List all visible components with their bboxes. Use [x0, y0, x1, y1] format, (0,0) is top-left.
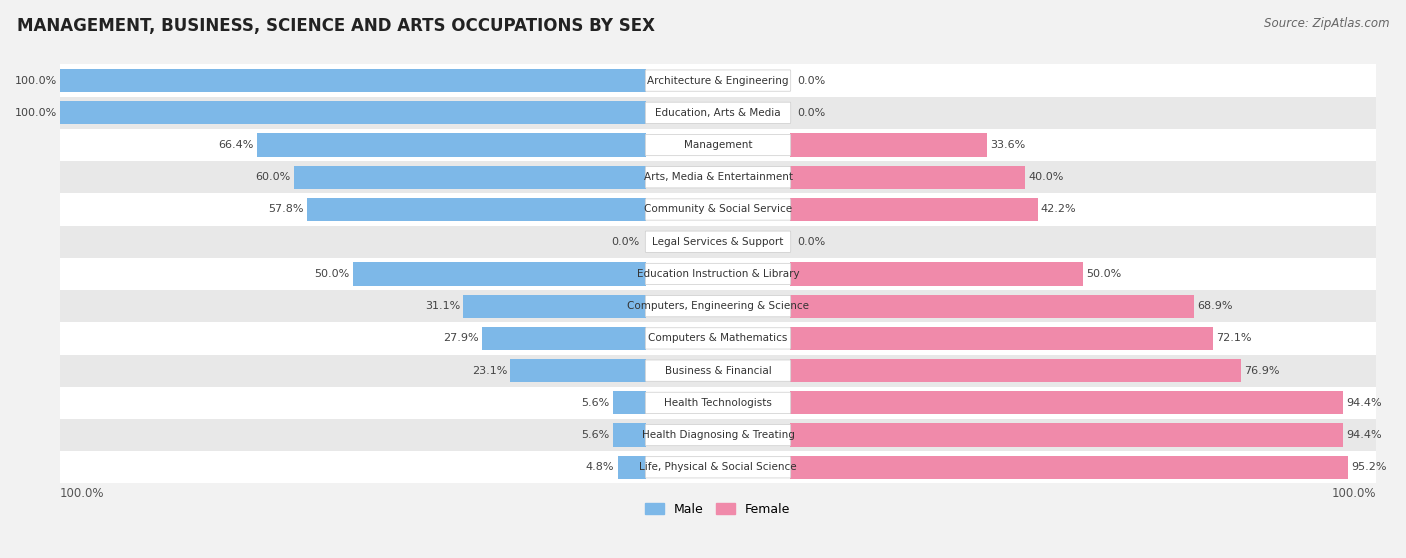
- Bar: [790, 198, 1038, 221]
- Bar: [60, 161, 1376, 194]
- Bar: [613, 391, 645, 415]
- Text: Education Instruction & Library: Education Instruction & Library: [637, 269, 800, 279]
- Bar: [60, 69, 645, 92]
- Text: 31.1%: 31.1%: [425, 301, 460, 311]
- FancyBboxPatch shape: [645, 231, 790, 252]
- FancyBboxPatch shape: [645, 134, 790, 156]
- Text: 5.6%: 5.6%: [581, 430, 610, 440]
- Text: Management: Management: [683, 140, 752, 150]
- Text: 100.0%: 100.0%: [60, 487, 104, 499]
- FancyBboxPatch shape: [645, 167, 790, 188]
- Text: 76.9%: 76.9%: [1244, 365, 1279, 376]
- Text: 68.9%: 68.9%: [1197, 301, 1233, 311]
- Text: Computers & Mathematics: Computers & Mathematics: [648, 333, 787, 343]
- Text: 0.0%: 0.0%: [610, 237, 640, 247]
- FancyBboxPatch shape: [645, 102, 790, 123]
- Text: 50.0%: 50.0%: [1087, 269, 1122, 279]
- Bar: [617, 456, 645, 479]
- Bar: [613, 424, 645, 447]
- Text: 33.6%: 33.6%: [990, 140, 1026, 150]
- Text: 27.9%: 27.9%: [443, 333, 479, 343]
- Text: Architecture & Engineering: Architecture & Engineering: [647, 75, 789, 85]
- Bar: [510, 359, 645, 382]
- Bar: [464, 295, 645, 318]
- Bar: [307, 198, 645, 221]
- Bar: [60, 290, 1376, 323]
- FancyBboxPatch shape: [645, 328, 790, 349]
- Text: 66.4%: 66.4%: [218, 140, 253, 150]
- Text: 94.4%: 94.4%: [1347, 398, 1382, 408]
- Bar: [60, 419, 1376, 451]
- Bar: [790, 424, 1343, 447]
- Text: Education, Arts & Media: Education, Arts & Media: [655, 108, 780, 118]
- Bar: [294, 166, 645, 189]
- FancyBboxPatch shape: [645, 425, 790, 446]
- Bar: [60, 451, 1376, 483]
- Text: 95.2%: 95.2%: [1351, 463, 1386, 472]
- Bar: [790, 359, 1240, 382]
- Text: Life, Physical & Social Science: Life, Physical & Social Science: [640, 463, 797, 472]
- Bar: [60, 97, 1376, 129]
- Text: 94.4%: 94.4%: [1347, 430, 1382, 440]
- Text: 100.0%: 100.0%: [14, 75, 56, 85]
- Bar: [790, 456, 1348, 479]
- Text: 100.0%: 100.0%: [1331, 487, 1376, 499]
- FancyBboxPatch shape: [645, 70, 790, 91]
- FancyBboxPatch shape: [645, 263, 790, 285]
- FancyBboxPatch shape: [645, 296, 790, 317]
- Bar: [790, 166, 1025, 189]
- Bar: [60, 354, 1376, 387]
- Bar: [257, 133, 645, 157]
- Text: Health Technologists: Health Technologists: [664, 398, 772, 408]
- Text: MANAGEMENT, BUSINESS, SCIENCE AND ARTS OCCUPATIONS BY SEX: MANAGEMENT, BUSINESS, SCIENCE AND ARTS O…: [17, 17, 655, 35]
- Text: Source: ZipAtlas.com: Source: ZipAtlas.com: [1264, 17, 1389, 30]
- FancyBboxPatch shape: [645, 456, 790, 478]
- Bar: [790, 262, 1083, 286]
- Text: 100.0%: 100.0%: [14, 108, 56, 118]
- Bar: [60, 225, 1376, 258]
- Text: Community & Social Service: Community & Social Service: [644, 204, 792, 214]
- Text: Legal Services & Support: Legal Services & Support: [652, 237, 783, 247]
- Bar: [60, 129, 1376, 161]
- Text: 72.1%: 72.1%: [1216, 333, 1251, 343]
- Bar: [790, 133, 987, 157]
- Bar: [60, 101, 645, 124]
- Text: 57.8%: 57.8%: [269, 204, 304, 214]
- Text: 5.6%: 5.6%: [581, 398, 610, 408]
- Text: 4.8%: 4.8%: [586, 463, 614, 472]
- Bar: [790, 391, 1343, 415]
- Legend: Male, Female: Male, Female: [641, 498, 796, 521]
- Text: 40.0%: 40.0%: [1028, 172, 1063, 182]
- Text: Health Diagnosing & Treating: Health Diagnosing & Treating: [641, 430, 794, 440]
- Text: 0.0%: 0.0%: [797, 108, 825, 118]
- Bar: [60, 65, 1376, 97]
- Bar: [790, 327, 1212, 350]
- Bar: [60, 194, 1376, 225]
- Bar: [60, 258, 1376, 290]
- Text: 42.2%: 42.2%: [1040, 204, 1077, 214]
- FancyBboxPatch shape: [645, 199, 790, 220]
- Text: 60.0%: 60.0%: [256, 172, 291, 182]
- FancyBboxPatch shape: [645, 392, 790, 413]
- Bar: [60, 323, 1376, 354]
- Bar: [60, 387, 1376, 419]
- Text: Computers, Engineering & Science: Computers, Engineering & Science: [627, 301, 808, 311]
- Bar: [353, 262, 645, 286]
- Bar: [790, 295, 1194, 318]
- Text: Business & Financial: Business & Financial: [665, 365, 772, 376]
- Text: 0.0%: 0.0%: [797, 237, 825, 247]
- FancyBboxPatch shape: [645, 360, 790, 381]
- Bar: [482, 327, 645, 350]
- Text: Arts, Media & Entertainment: Arts, Media & Entertainment: [644, 172, 793, 182]
- Text: 23.1%: 23.1%: [471, 365, 508, 376]
- Text: 50.0%: 50.0%: [315, 269, 350, 279]
- Text: 0.0%: 0.0%: [797, 75, 825, 85]
